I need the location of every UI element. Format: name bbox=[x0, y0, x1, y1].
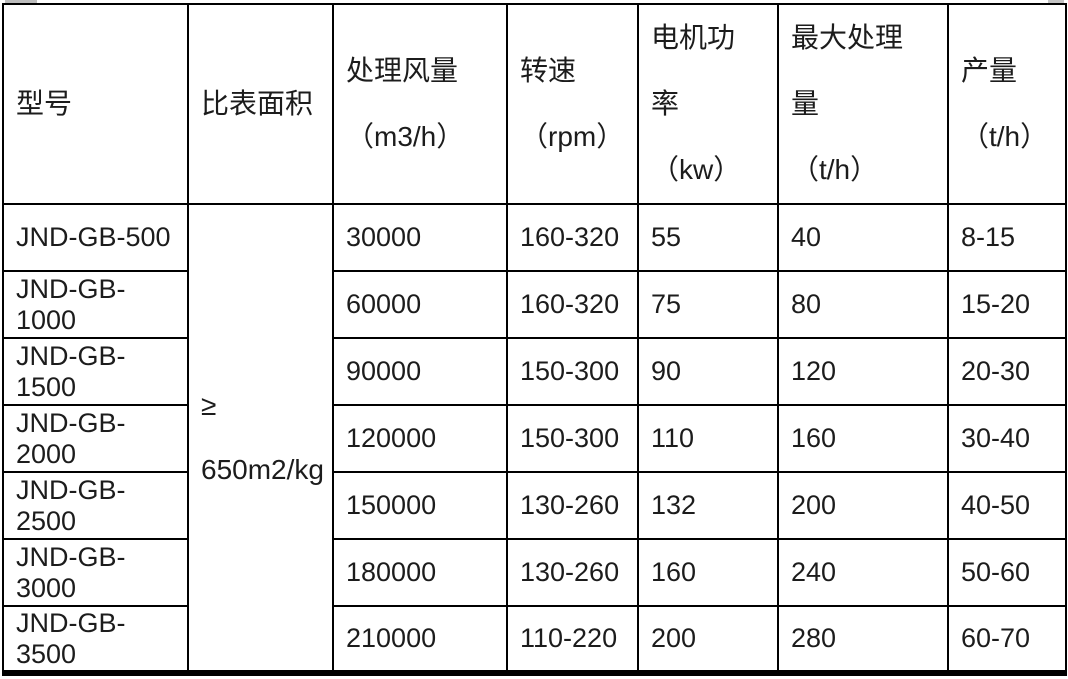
column-header-model: 型号 bbox=[2, 3, 189, 205]
header-line: （rpm） bbox=[520, 121, 625, 152]
cell-capacity: 160 bbox=[777, 404, 949, 473]
spec-table: 型号 比表面积 处理风量 （m3/h） 转速 （rpm） 电机功率 （kw） 最大处理量 （t/h… bbox=[2, 3, 1067, 676]
cell-model: JND-GB-3000 bbox=[2, 538, 189, 607]
table-row: JND-GB-500 ≥650m2/kg 30000 160-320 55 40 8-15 bbox=[2, 203, 1067, 674]
column-header-airflow: 处理风量 （m3/h） bbox=[332, 3, 508, 205]
cell-capacity: 120 bbox=[777, 337, 949, 406]
cell-speed: 150-300 bbox=[506, 337, 639, 406]
cell-output: 15-20 bbox=[947, 270, 1067, 339]
table-row: JND-GB-3500 210000 110-220 200 280 60-70 bbox=[2, 605, 1067, 674]
cell-output: 8-15 bbox=[947, 203, 1067, 272]
cell-model: JND-GB-2500 bbox=[2, 471, 189, 540]
header-line: 转速 bbox=[520, 55, 577, 86]
header-row: 型号 比表面积 处理风量 （m3/h） 转速 （rpm） 电机功率 （kw） 最大处理量 （t/h… bbox=[2, 3, 1067, 205]
table-row: JND-GB-2500 150000 130-260 132 200 40-50 bbox=[2, 471, 1067, 540]
header-line: （t/h） bbox=[961, 121, 1049, 152]
header-line: 电机功 bbox=[651, 22, 736, 53]
cell-surface-area-merged: ≥650m2/kg bbox=[187, 203, 334, 674]
header-line: 最大处理 bbox=[791, 22, 904, 53]
header-line: （m3/h） bbox=[346, 121, 465, 152]
header-line: 比表面积 bbox=[201, 88, 314, 119]
header-line: （kw） bbox=[651, 154, 742, 185]
surface-area-line: ≥ bbox=[201, 389, 217, 421]
header-line: 率 bbox=[651, 88, 680, 119]
column-header-speed: 转速 （rpm） bbox=[506, 3, 639, 205]
cell-power: 75 bbox=[637, 270, 779, 339]
cell-output: 30-40 bbox=[947, 404, 1067, 473]
cell-power: 55 bbox=[637, 203, 779, 272]
cell-capacity: 240 bbox=[777, 538, 949, 607]
table-body: JND-GB-500 ≥650m2/kg 30000 160-320 55 40 8-15 J… bbox=[2, 203, 1067, 674]
cell-airflow: 30000 bbox=[332, 203, 508, 272]
column-header-surface: 比表面积 bbox=[187, 3, 334, 205]
table-row: JND-GB-1000 60000 160-320 75 80 15-20 bbox=[2, 270, 1067, 339]
cell-power: 110 bbox=[637, 404, 779, 473]
cell-speed: 130-260 bbox=[506, 471, 639, 540]
cell-airflow: 60000 bbox=[332, 270, 508, 339]
cell-power: 90 bbox=[637, 337, 779, 406]
cell-speed: 160-320 bbox=[506, 203, 639, 272]
cell-capacity: 200 bbox=[777, 471, 949, 540]
cell-airflow: 180000 bbox=[332, 538, 508, 607]
cell-speed: 110-220 bbox=[506, 605, 639, 674]
cell-output: 50-60 bbox=[947, 538, 1067, 607]
header-line: （t/h） bbox=[791, 154, 879, 185]
cell-speed: 160-320 bbox=[506, 270, 639, 339]
cell-capacity: 80 bbox=[777, 270, 949, 339]
cell-speed: 130-260 bbox=[506, 538, 639, 607]
cell-airflow: 90000 bbox=[332, 337, 508, 406]
column-header-output: 产量 （t/h） bbox=[947, 3, 1067, 205]
cell-airflow: 210000 bbox=[332, 605, 508, 674]
column-header-capacity: 最大处理量 （t/h） bbox=[777, 3, 949, 205]
cell-speed: 150-300 bbox=[506, 404, 639, 473]
table-row: JND-GB-2000 120000 150-300 110 160 30-40 bbox=[2, 404, 1067, 473]
header-line: 处理风量 bbox=[346, 55, 459, 86]
cell-output: 40-50 bbox=[947, 471, 1067, 540]
cell-power: 160 bbox=[637, 538, 779, 607]
header-line: 型号 bbox=[16, 88, 73, 119]
cell-power: 200 bbox=[637, 605, 779, 674]
cell-power: 132 bbox=[637, 471, 779, 540]
cell-model: JND-GB-2000 bbox=[2, 404, 189, 473]
cell-model: JND-GB-1500 bbox=[2, 337, 189, 406]
cell-output: 60-70 bbox=[947, 605, 1067, 674]
cell-output: 20-30 bbox=[947, 337, 1067, 406]
surface-area-line: 650m2/kg bbox=[201, 453, 324, 485]
cell-model: JND-GB-1000 bbox=[2, 270, 189, 339]
cell-model: JND-GB-500 bbox=[2, 203, 189, 272]
table-row: JND-GB-3000 180000 130-260 160 240 50-60 bbox=[2, 538, 1067, 607]
column-header-power: 电机功率 （kw） bbox=[637, 3, 779, 205]
cell-capacity: 280 bbox=[777, 605, 949, 674]
cell-airflow: 150000 bbox=[332, 471, 508, 540]
header-line: 量 bbox=[791, 88, 820, 119]
cell-model: JND-GB-3500 bbox=[2, 605, 189, 674]
table-row: JND-GB-1500 90000 150-300 90 120 20-30 bbox=[2, 337, 1067, 406]
header-line: 产量 bbox=[961, 55, 1018, 86]
page-edge-artifact-left bbox=[5, 0, 37, 4]
cell-capacity: 40 bbox=[777, 203, 949, 272]
cell-airflow: 120000 bbox=[332, 404, 508, 473]
